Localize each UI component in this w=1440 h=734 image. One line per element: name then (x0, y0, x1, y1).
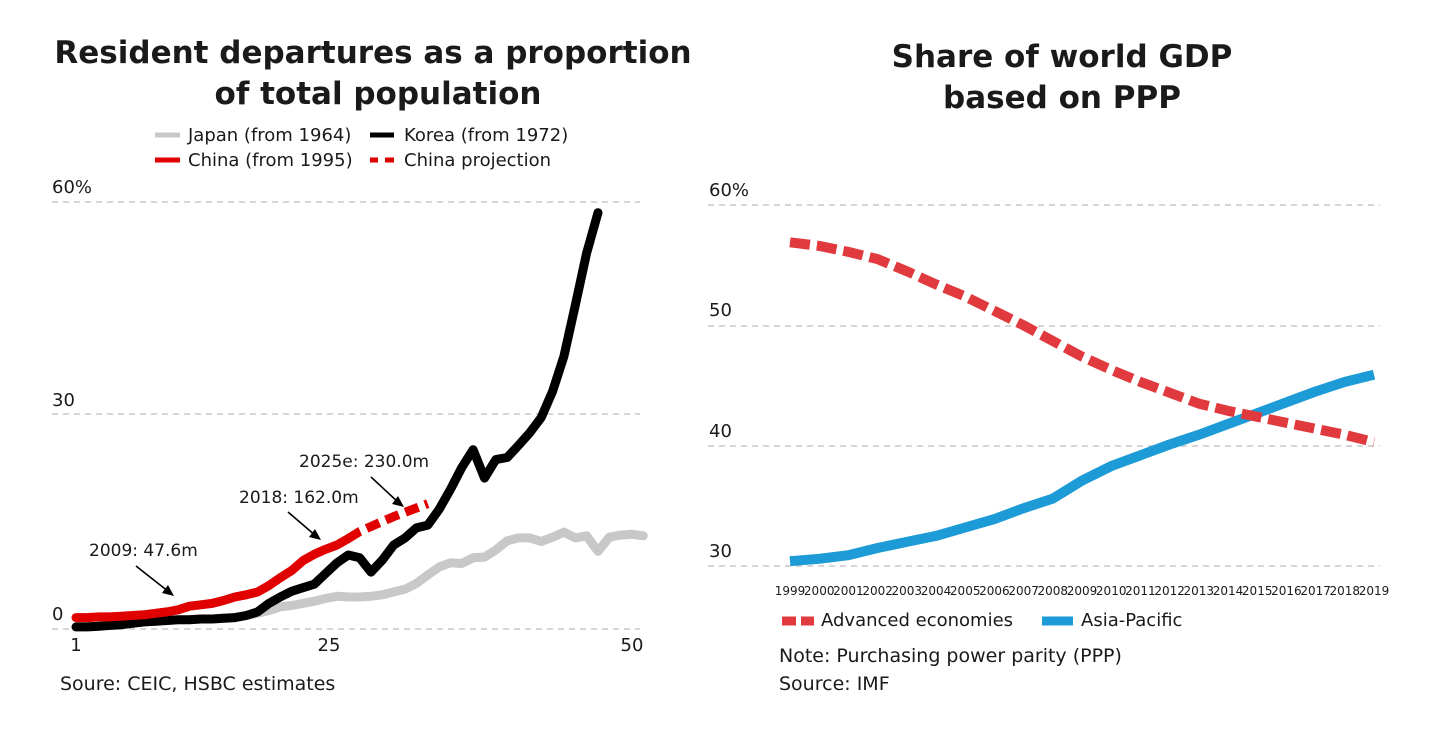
left-title-line-2: of total population (215, 76, 542, 112)
left-xtick-25: 25 (318, 635, 341, 656)
series-line-asia-pacific (789, 369, 1376, 567)
annotation-arrow-2018 (287, 511, 317, 537)
series-line-china-from-1995 (71, 534, 353, 623)
right-xtick-2009: 2009 (1067, 584, 1098, 598)
departures-chart: Resident departures as a proportion of t… (52, 35, 692, 695)
right-xtick-2016: 2016 (1271, 584, 1302, 598)
right-xtick-2012: 2012 (1154, 584, 1185, 598)
right-xtick-2004: 2004 (921, 584, 952, 598)
annotation-arrow-2009 (135, 565, 170, 593)
legend-label-korea: Korea (from 1972) (404, 125, 568, 146)
left-ytick-0: 0 (52, 604, 63, 625)
legend-label-japan: Japan (from 1964) (187, 125, 351, 146)
left-xtick-50: 50 (621, 635, 644, 656)
left-series-layer (71, 208, 648, 632)
right-ytick-40: 40 (709, 421, 732, 442)
left-annotations: 2009: 47.6m 2018: 162.0m 2025e: 230.0m (89, 452, 429, 596)
annotation-2018: 2018: 162.0m (239, 488, 359, 508)
right-xtick-2017: 2017 (1300, 584, 1331, 598)
right-xtick-2011: 2011 (1125, 584, 1156, 598)
left-title-line-1: Resident departures as a proportion (54, 35, 691, 71)
left-xtick-1: 1 (70, 635, 81, 656)
gdp-share-chart: Share of world GDP based on PPP 60% 50 4… (708, 39, 1389, 695)
right-title-line-2: based on PPP (943, 80, 1181, 116)
annotation-arrowhead-2009 (162, 585, 174, 596)
right-xtick-2001: 2001 (833, 584, 864, 598)
annotation-arrow-2025 (370, 476, 400, 504)
right-xtick-2002: 2002 (862, 584, 893, 598)
right-source: Source: IMF (779, 673, 890, 695)
legend-label-china: China (from 1995) (188, 150, 353, 171)
left-ytick-60: 60% (52, 177, 92, 198)
right-xtick-2006: 2006 (979, 584, 1010, 598)
right-legend: Advanced economies Asia-Pacific (782, 610, 1182, 631)
right-ytick-60: 60% (709, 180, 749, 201)
right-x-tick-labels: 1999200020012002200320042005200620072008… (775, 584, 1390, 598)
series-line-advanced-economies (789, 237, 1376, 447)
right-xtick-2005: 2005 (950, 584, 981, 598)
right-xtick-2008: 2008 (1038, 584, 1069, 598)
right-ytick-50: 50 (709, 300, 732, 321)
right-xtick-2010: 2010 (1096, 584, 1127, 598)
series-line-korea-from-1972 (71, 208, 603, 632)
annotation-arrowhead-2018 (309, 529, 321, 540)
right-title-line-1: Share of world GDP (892, 39, 1233, 75)
right-xtick-1999: 1999 (775, 584, 806, 598)
right-xtick-2013: 2013 (1184, 584, 1215, 598)
right-xtick-2003: 2003 (892, 584, 923, 598)
legend-label-china-projection: China projection (404, 150, 551, 171)
left-ytick-30: 30 (52, 390, 75, 411)
right-xtick-2000: 2000 (804, 584, 835, 598)
right-xtick-2018: 2018 (1330, 584, 1361, 598)
legend-label-asia-pacific: Asia-Pacific (1081, 610, 1182, 631)
series-line-china-projection (345, 499, 430, 543)
right-xtick-2019: 2019 (1359, 584, 1390, 598)
legend-label-advanced-economies: Advanced economies (821, 610, 1013, 631)
right-ytick-30: 30 (709, 541, 732, 562)
left-source: Soure: CEIC, HSBC estimates (60, 673, 335, 695)
annotation-arrowhead-2025 (392, 496, 404, 507)
right-series-layer (789, 237, 1376, 567)
right-xtick-2007: 2007 (1008, 584, 1039, 598)
right-note: Note: Purchasing power parity (PPP) (779, 645, 1122, 667)
annotation-2025: 2025e: 230.0m (299, 452, 429, 472)
annotation-2009: 2009: 47.6m (89, 541, 198, 561)
right-xtick-2015: 2015 (1242, 584, 1273, 598)
right-xtick-2014: 2014 (1213, 584, 1244, 598)
left-legend: Japan (from 1964) Korea (from 1972) Chin… (155, 125, 568, 171)
